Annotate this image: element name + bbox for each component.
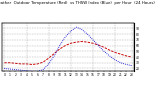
Text: Milwaukee Weather  Outdoor Temperature (Red)  vs THSW Index (Blue)  per Hour  (2: Milwaukee Weather Outdoor Temperature (R…: [0, 1, 155, 5]
